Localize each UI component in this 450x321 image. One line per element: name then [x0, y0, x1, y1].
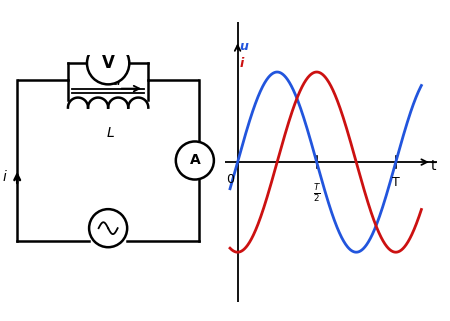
- Text: A: A: [189, 153, 200, 168]
- Text: u: u: [112, 74, 121, 88]
- Text: V: V: [102, 54, 115, 72]
- Text: L: L: [106, 126, 114, 140]
- Text: T: T: [392, 176, 400, 189]
- Text: i: i: [239, 56, 244, 70]
- Text: 0: 0: [226, 173, 234, 186]
- Circle shape: [176, 142, 214, 179]
- Text: i: i: [3, 170, 6, 185]
- Circle shape: [89, 209, 127, 247]
- Circle shape: [87, 42, 129, 84]
- Text: $\frac{T}{2}$: $\frac{T}{2}$: [313, 182, 321, 204]
- Text: u: u: [239, 40, 248, 53]
- Text: t: t: [431, 159, 436, 173]
